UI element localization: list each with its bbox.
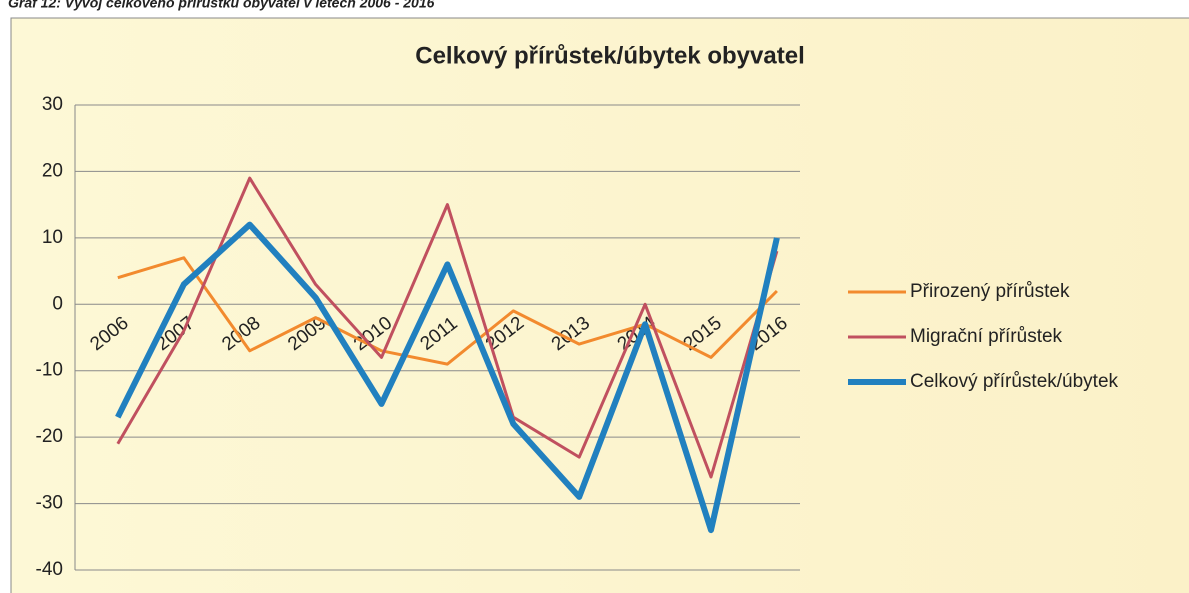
chart-title: Celkový přírůstek/úbytek obyvatel — [415, 42, 804, 69]
y-tick-label: 0 — [52, 293, 63, 314]
chart-frame — [10, 17, 1189, 593]
legend-label: Přirozený přírůstek — [910, 281, 1070, 302]
y-tick-label: -40 — [36, 559, 63, 580]
caption: Graf 12: Vývoj celkového přírůstku obyva… — [8, 0, 435, 11]
series-line — [116, 176, 779, 479]
y-tick-label: 10 — [42, 227, 63, 248]
y-tick-label: 30 — [42, 94, 63, 115]
y-tick-label: -30 — [36, 493, 63, 514]
y-tick-label: 20 — [42, 160, 63, 181]
legend-label: Migrační přírůstek — [910, 326, 1063, 347]
series-line — [117, 256, 778, 366]
y-tick-label: -10 — [36, 360, 63, 381]
legend-label: Celkový přírůstek/úbytek — [910, 371, 1119, 392]
y-tick-label: -20 — [36, 426, 63, 447]
series-line — [115, 221, 780, 534]
